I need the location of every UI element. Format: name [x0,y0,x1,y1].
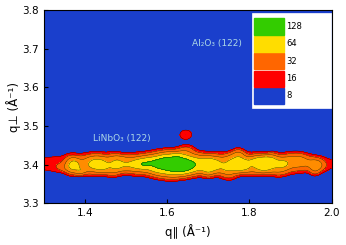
Text: 8: 8 [286,91,292,100]
Text: 128: 128 [286,22,302,31]
Text: 32: 32 [286,57,297,66]
Text: LiNbO₃ (122): LiNbO₃ (122) [93,134,151,143]
Y-axis label: q⊥ (Å⁻¹): q⊥ (Å⁻¹) [6,82,21,132]
Text: Al₂O₃ (122): Al₂O₃ (122) [192,38,242,48]
Text: 16: 16 [286,74,297,83]
X-axis label: q∥ (Å⁻¹): q∥ (Å⁻¹) [165,224,211,239]
Text: 64: 64 [286,39,297,48]
